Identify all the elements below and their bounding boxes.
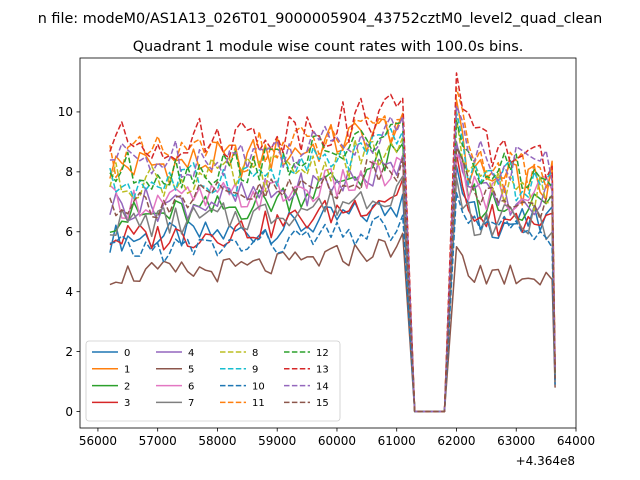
series-line (109, 192, 556, 413)
series-line (109, 120, 556, 413)
y-axis: 0 2 4 6 8 10 (58, 105, 80, 419)
series-line (109, 111, 556, 413)
legend-label: 4 (188, 348, 194, 359)
legend-label: 14 (316, 381, 329, 392)
legend-label: 10 (252, 381, 265, 392)
x-tick-label: 56000 (79, 434, 117, 448)
y-tick-label: 2 (65, 345, 73, 359)
figure-suptitle: n file: modeM0/AS1A13_026T01_9000005904_… (38, 11, 603, 27)
legend-label: 3 (124, 398, 130, 409)
legend-label: 0 (124, 348, 130, 359)
legend-label: 2 (124, 381, 130, 392)
chart-title: Quadrant 1 module wise count rates with … (133, 39, 524, 55)
y-tick-label: 4 (65, 285, 73, 299)
x-tick-label: 64000 (557, 434, 595, 448)
legend-box (85, 340, 341, 422)
legend-label: 8 (252, 348, 258, 359)
x-tick-label: 58000 (198, 434, 236, 448)
x-tick-label: 60000 (318, 434, 356, 448)
legend-label: 13 (316, 365, 329, 376)
legend-label: 15 (316, 398, 329, 409)
x-tick-label: 62000 (437, 434, 475, 448)
x-tick-label: 61000 (378, 434, 416, 448)
series-line (109, 105, 556, 413)
x-tick-label: 63000 (497, 434, 535, 448)
series-line (109, 72, 556, 413)
y-tick-label: 6 (65, 225, 73, 239)
y-tick-label: 10 (58, 105, 73, 119)
series-line (109, 153, 556, 413)
legend-label: 12 (316, 348, 329, 359)
legend-label: 1 (124, 365, 130, 376)
series-line (109, 147, 556, 413)
legend-label: 11 (252, 398, 265, 409)
legend-label: 9 (252, 365, 258, 376)
series-line (109, 175, 556, 413)
series-line (109, 87, 556, 413)
x-axis: 56000 57000 58000 59000 60000 61000 62000 63000… (79, 428, 595, 448)
plot-series (109, 72, 556, 413)
plot-frame (79, 57, 577, 429)
x-tick-label: 57000 (139, 434, 177, 448)
legend-label: 7 (188, 398, 194, 409)
series-line (109, 232, 556, 413)
y-tick-label: 0 (65, 405, 73, 419)
x-tick-label: 59000 (258, 434, 296, 448)
x-axis-offset-label: +4.364e8 (516, 454, 575, 468)
y-tick-label: 8 (65, 165, 73, 179)
legend-label: 6 (188, 381, 194, 392)
series-line (109, 142, 556, 413)
legend-label: 5 (188, 365, 194, 376)
